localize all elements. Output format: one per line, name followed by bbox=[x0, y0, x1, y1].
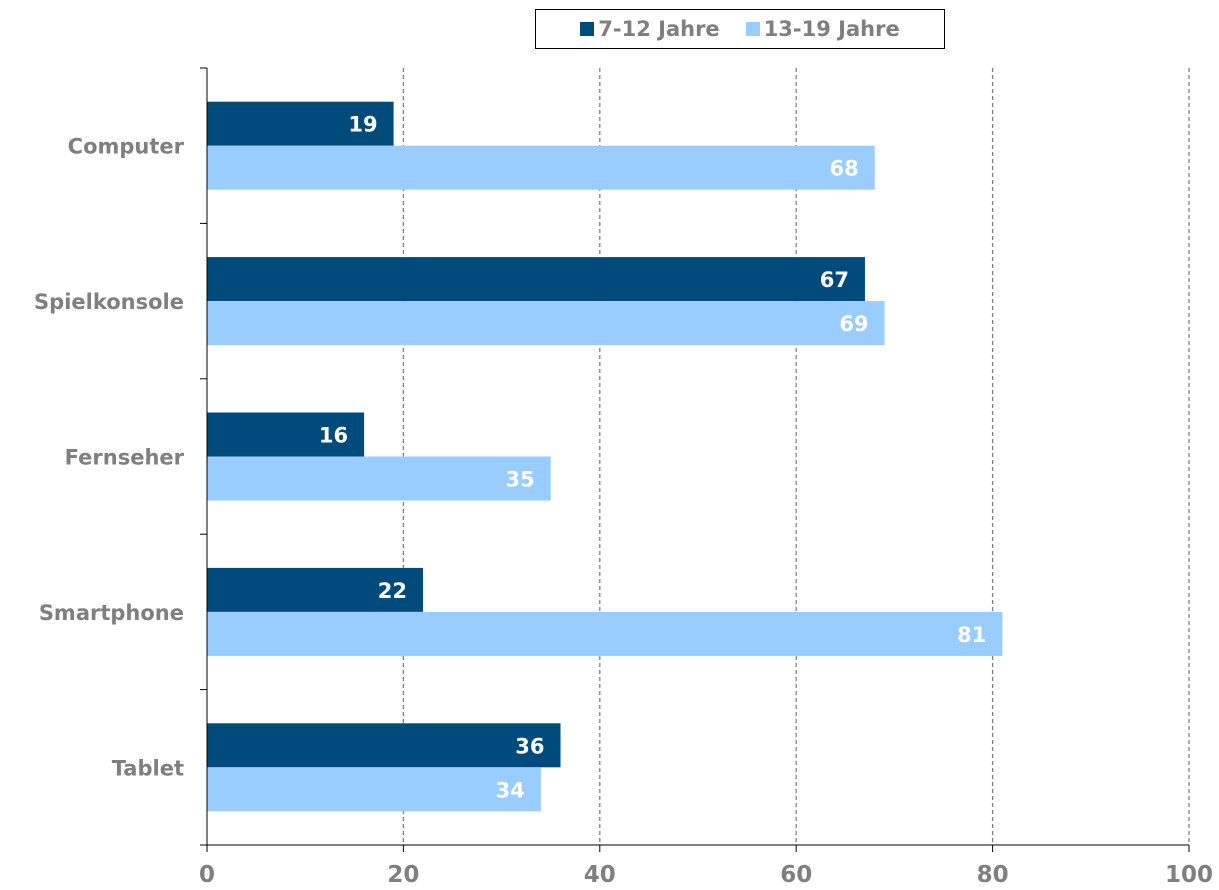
category-label-computer: Computer bbox=[68, 135, 185, 159]
axes bbox=[200, 67, 1190, 852]
data-label-fernseher-series-1: 16 bbox=[319, 424, 348, 448]
data-label-computer-series-1: 19 bbox=[348, 113, 377, 137]
legend-item-series-2: 13-19 Jahre bbox=[745, 17, 900, 41]
bars bbox=[207, 101, 1003, 812]
x-tick-label-80: 80 bbox=[977, 862, 1009, 888]
legend: 7-12 Jahre 13-19 Jahre bbox=[535, 9, 945, 49]
bar-fernseher-series-2 bbox=[207, 456, 551, 501]
data-label-spielkonsole-series-2: 69 bbox=[839, 312, 868, 336]
legend-swatch-series-1 bbox=[580, 22, 595, 36]
data-label-spielkonsole-series-1: 67 bbox=[820, 268, 849, 292]
labels: 0 20 40 60 80 100 Computer 19 68 Spielkonsole 67 69… bbox=[34, 113, 1213, 888]
category-label-tablet: Tablet bbox=[112, 756, 184, 780]
legend-swatch-series-2 bbox=[745, 22, 760, 36]
category-label-smartphone: Smartphone bbox=[39, 601, 184, 625]
x-tick-label-60: 60 bbox=[780, 862, 812, 888]
bar-tablet-series-2 bbox=[207, 767, 541, 812]
bar-computer-series-1 bbox=[207, 101, 394, 146]
data-label-tablet-series-2: 34 bbox=[496, 778, 525, 802]
bar-spielkonsole-series-2 bbox=[207, 301, 885, 346]
legend-item-series-1: 7-12 Jahre bbox=[580, 17, 720, 41]
x-tick-label-100: 100 bbox=[1165, 862, 1213, 888]
data-label-smartphone-series-1: 22 bbox=[378, 579, 407, 603]
bar-computer-series-2 bbox=[207, 145, 875, 190]
bar-fernseher-series-1 bbox=[207, 412, 365, 457]
data-label-fernseher-series-2: 35 bbox=[505, 468, 534, 492]
legend-label-series-2: 13-19 Jahre bbox=[763, 17, 900, 41]
x-tick-label-40: 40 bbox=[584, 862, 616, 888]
category-label-fernseher: Fernseher bbox=[65, 446, 185, 470]
category-label-spielkonsole: Spielkonsole bbox=[34, 290, 184, 314]
data-label-tablet-series-1: 36 bbox=[515, 734, 544, 758]
legend-label-series-1: 7-12 Jahre bbox=[598, 17, 720, 41]
gridlines bbox=[402, 68, 1190, 845]
bar-smartphone-series-1 bbox=[207, 567, 424, 612]
x-tick-label-0: 0 bbox=[199, 862, 215, 888]
data-label-computer-series-2: 68 bbox=[830, 157, 859, 181]
data-label-smartphone-series-2: 81 bbox=[957, 623, 986, 647]
x-tick-label-20: 20 bbox=[387, 862, 419, 888]
bar-tablet-series-1 bbox=[207, 723, 561, 768]
bar-spielkonsole-series-1 bbox=[207, 257, 865, 302]
bar-smartphone-series-2 bbox=[207, 611, 1003, 656]
